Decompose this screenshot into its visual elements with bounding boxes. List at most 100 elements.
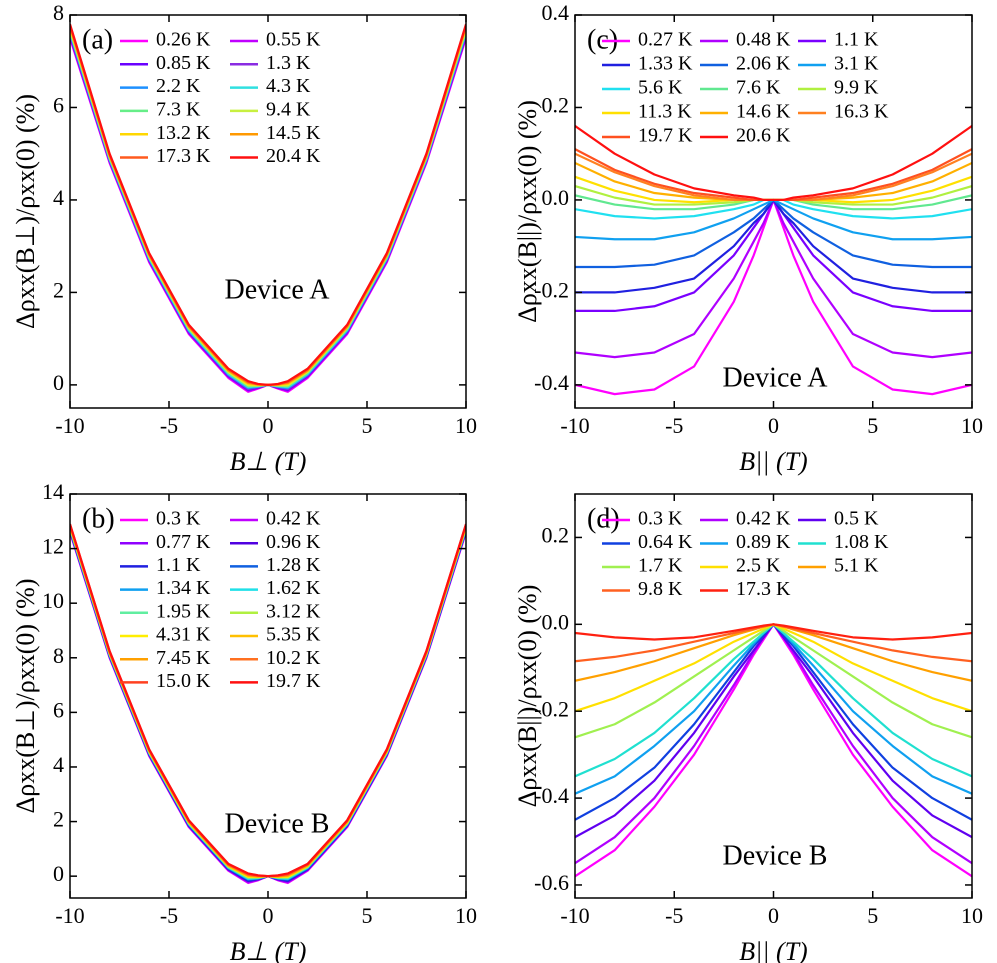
legend-label: 19.7 K <box>638 125 693 147</box>
legend-label: 4.31 K <box>156 624 211 646</box>
legend-label: 0.55 K <box>266 29 321 51</box>
legend-label: 9.9 K <box>834 77 879 99</box>
data-line <box>70 523 466 878</box>
x-axis-label: B⊥ (T) <box>230 937 307 963</box>
legend-label: 0.3 K <box>638 508 683 530</box>
legend-label: 5.1 K <box>834 555 879 577</box>
data-line <box>70 23 466 386</box>
y-tick-label: 6 <box>53 93 64 118</box>
panel-label: (a) <box>82 24 113 55</box>
y-axis-label: Δρxx(B||)/ρxx(0) (%) <box>513 100 542 323</box>
legend-label: 1.1 K <box>156 554 201 576</box>
x-tick-label: -10 <box>560 413 589 438</box>
legend-label: 9.8 K <box>638 578 683 600</box>
x-tick-label: 10 <box>961 413 983 438</box>
plot-area <box>70 23 466 393</box>
legend-label: 0.89 K <box>736 531 791 553</box>
x-tick-label: -5 <box>665 903 683 928</box>
legend-label: 16.3 K <box>834 101 889 123</box>
legend-label: 20.4 K <box>266 145 321 167</box>
x-tick-label: 10 <box>455 903 477 928</box>
legend-label: 2.5 K <box>736 555 781 577</box>
data-line <box>575 623 972 663</box>
legend-label: 4.3 K <box>266 75 311 97</box>
y-axis-label: Δρxx(B||)/ρxx(0) (%) <box>513 585 542 808</box>
legend-label: 5.6 K <box>638 77 683 99</box>
plot-area <box>70 523 466 885</box>
data-line <box>575 198 972 359</box>
x-tick-label: 5 <box>362 903 373 928</box>
panel-label: (b) <box>82 503 115 534</box>
y-tick-label: 0.0 <box>542 185 570 210</box>
y-tick-label: 6 <box>53 697 64 722</box>
x-tick-label: -10 <box>55 903 84 928</box>
legend-label: 0.64 K <box>638 531 693 553</box>
plot-area <box>575 623 972 878</box>
legend-label: 20.6 K <box>736 125 791 147</box>
legend-label: 1.62 K <box>266 577 321 599</box>
legend-label: 0.27 K <box>638 29 693 51</box>
legend-label: 2.06 K <box>736 53 791 75</box>
annotation: Device A <box>225 274 331 305</box>
y-tick-label: 8 <box>53 643 64 668</box>
x-tick-label: 5 <box>867 413 878 438</box>
legend-label: 1.3 K <box>266 52 311 74</box>
data-line <box>575 623 972 878</box>
data-line <box>575 125 972 202</box>
legend-label: 0.42 K <box>736 508 791 530</box>
legend-label: 2.2 K <box>156 75 201 97</box>
y-tick-label: -0.2 <box>534 696 569 721</box>
legend-label: 11.3 K <box>638 101 692 123</box>
x-tick-label: 0 <box>263 413 274 438</box>
legend-label: 17.3 K <box>736 578 791 600</box>
legend-label: 0.42 K <box>266 508 321 530</box>
x-axis-label: B|| (T) <box>739 937 807 963</box>
y-tick-label: 0.2 <box>542 522 570 547</box>
y-tick-label: 4 <box>53 185 64 210</box>
legend-label: 19.7 K <box>266 670 321 692</box>
legend-label: 7.6 K <box>736 77 781 99</box>
x-tick-label: -5 <box>665 413 683 438</box>
legend-label: 1.08 K <box>834 531 889 553</box>
legend-label: 10.2 K <box>266 647 321 669</box>
x-tick-label: -5 <box>160 413 178 438</box>
legend-label: 14.6 K <box>736 101 791 123</box>
y-tick-label: 0.0 <box>542 609 570 634</box>
y-tick-label: 2 <box>53 807 64 832</box>
x-tick-label: 10 <box>455 413 477 438</box>
y-axis-label: Δρxx(B⊥)/ρxx(0) (%) <box>11 579 40 814</box>
y-tick-label: -0.2 <box>534 277 569 302</box>
y-tick-label: 0.4 <box>542 0 570 25</box>
legend-label: 7.3 K <box>156 98 201 120</box>
y-tick-label: 0 <box>53 861 64 886</box>
annotation: Device A <box>723 362 829 393</box>
x-tick-label: -10 <box>560 903 589 928</box>
legend-label: 1.7 K <box>638 555 683 577</box>
legend-label: 0.96 K <box>266 531 321 553</box>
data-line <box>575 623 972 641</box>
x-axis-label: B⊥ (T) <box>230 447 307 476</box>
data-line <box>575 623 972 839</box>
annotation: Device B <box>225 808 330 839</box>
y-tick-label: 10 <box>42 588 64 613</box>
y-tick-label: 0 <box>53 370 64 395</box>
y-tick-label: -0.6 <box>534 870 569 895</box>
legend-label: 5.35 K <box>266 624 321 646</box>
y-tick-label: -0.4 <box>534 783 569 808</box>
legend-label: 1.28 K <box>266 554 321 576</box>
y-tick-label: 14 <box>42 479 64 504</box>
data-line <box>575 198 972 269</box>
legend-label: 0.5 K <box>834 508 879 530</box>
x-tick-label: 0 <box>768 903 779 928</box>
y-tick-label: 0.2 <box>542 93 570 118</box>
legend-label: 15.0 K <box>156 670 211 692</box>
y-tick-label: 2 <box>53 277 64 302</box>
x-tick-label: 5 <box>362 413 373 438</box>
legend-label: 0.26 K <box>156 29 211 51</box>
data-line <box>575 198 972 294</box>
legend-label: 17.3 K <box>156 145 211 167</box>
x-tick-label: 0 <box>263 903 274 928</box>
x-tick-label: 0 <box>768 413 779 438</box>
plot-area <box>575 125 972 396</box>
